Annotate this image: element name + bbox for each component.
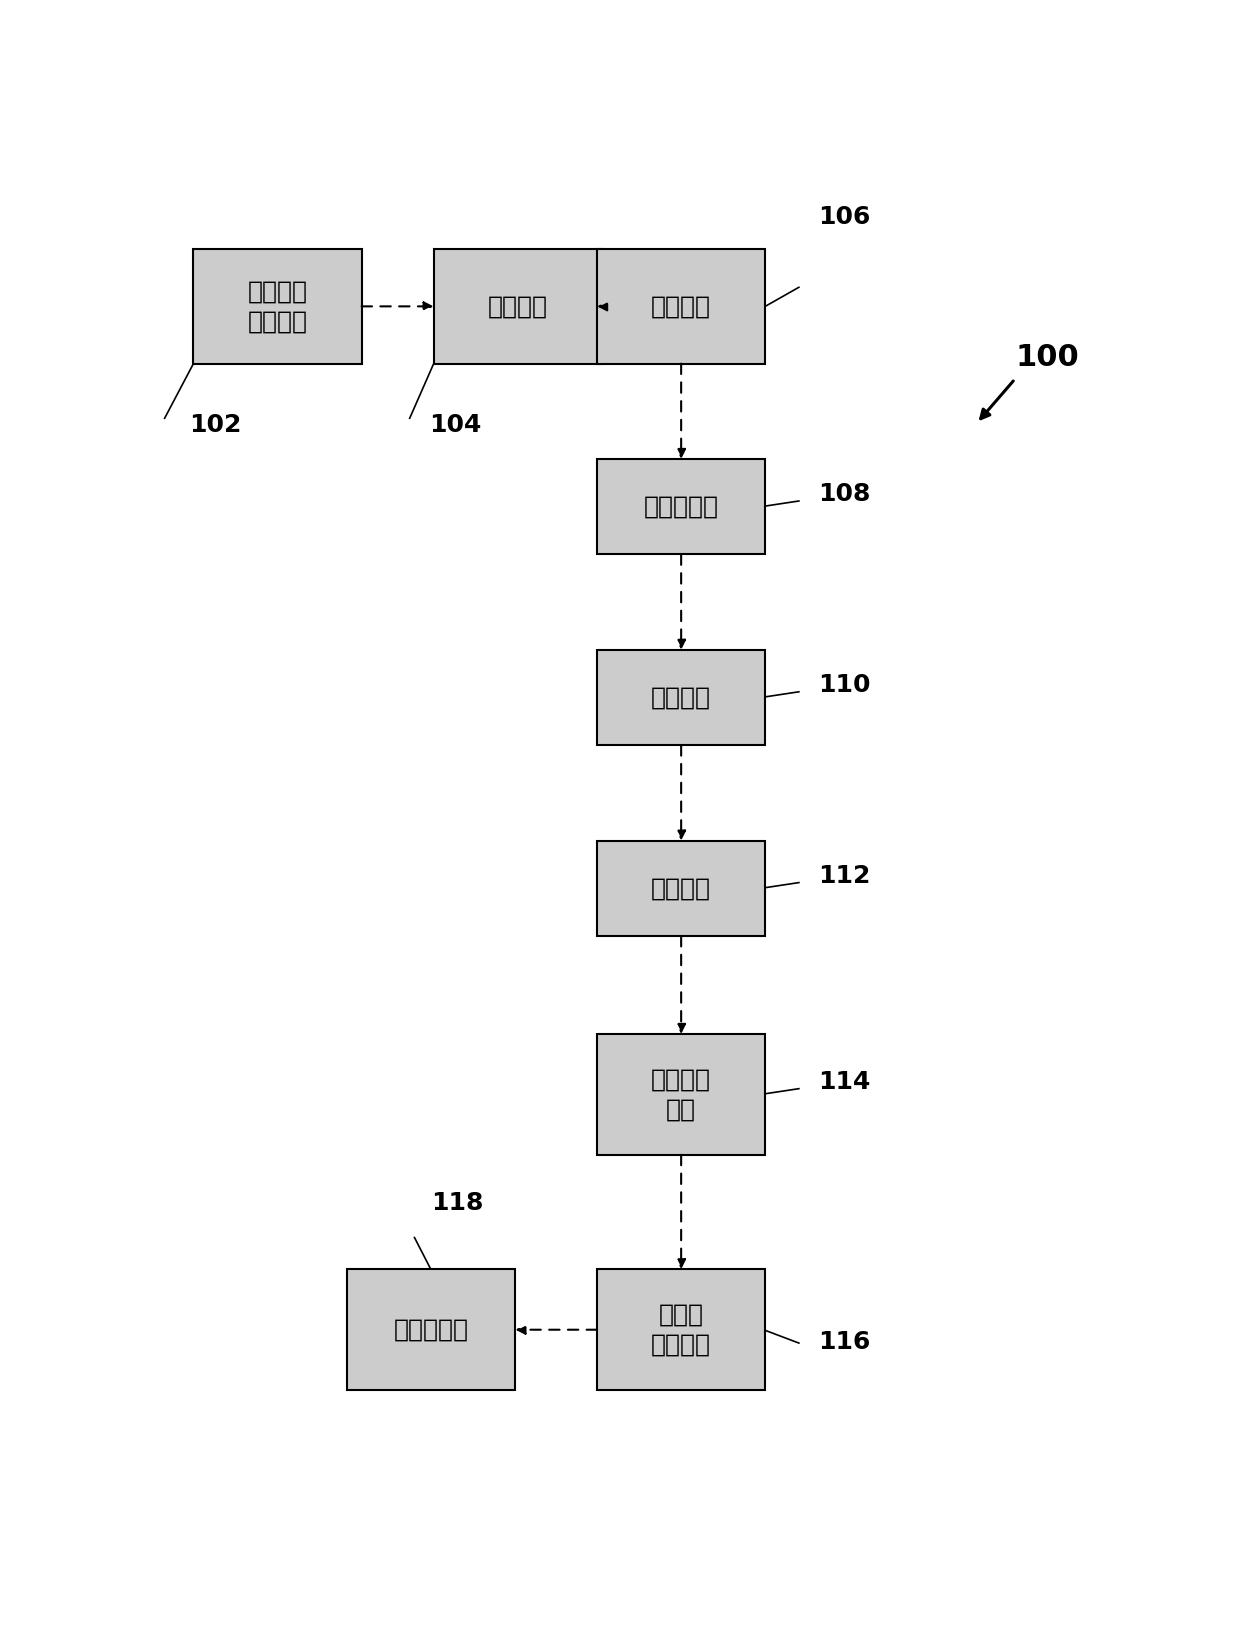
Text: 100: 100 (1016, 342, 1079, 372)
Text: 扫描操作: 扫描操作 (487, 294, 548, 319)
Bar (596, 459, 765, 555)
Text: 聚焦操作: 聚焦操作 (651, 686, 712, 709)
Text: 110: 110 (818, 672, 870, 697)
Text: 照明图案
生成操作: 照明图案 生成操作 (248, 279, 308, 334)
Bar (434, 249, 601, 363)
Text: 108: 108 (818, 482, 870, 506)
Text: 缩放操作: 缩放操作 (651, 876, 712, 900)
Text: 114: 114 (818, 1070, 870, 1094)
Text: 去扫描操作: 去扫描操作 (644, 494, 719, 519)
Text: 104: 104 (429, 413, 481, 436)
Text: 样本照明: 样本照明 (651, 294, 712, 319)
Bar (596, 1269, 765, 1389)
Bar (347, 1269, 516, 1389)
Text: 118: 118 (432, 1191, 484, 1216)
Text: 112: 112 (818, 864, 870, 887)
Text: 102: 102 (188, 413, 241, 436)
Bar (596, 649, 765, 745)
Text: 反卷积操作: 反卷积操作 (394, 1318, 469, 1341)
Bar (596, 249, 765, 363)
Text: 116: 116 (818, 1330, 870, 1355)
Text: 106: 106 (818, 205, 870, 230)
Bar (193, 249, 362, 363)
Bar (596, 841, 765, 937)
Text: 收集与
求和操作: 收集与 求和操作 (651, 1303, 712, 1356)
Text: 重新扫描
操作: 重新扫描 操作 (651, 1067, 712, 1122)
Bar (596, 1034, 765, 1155)
